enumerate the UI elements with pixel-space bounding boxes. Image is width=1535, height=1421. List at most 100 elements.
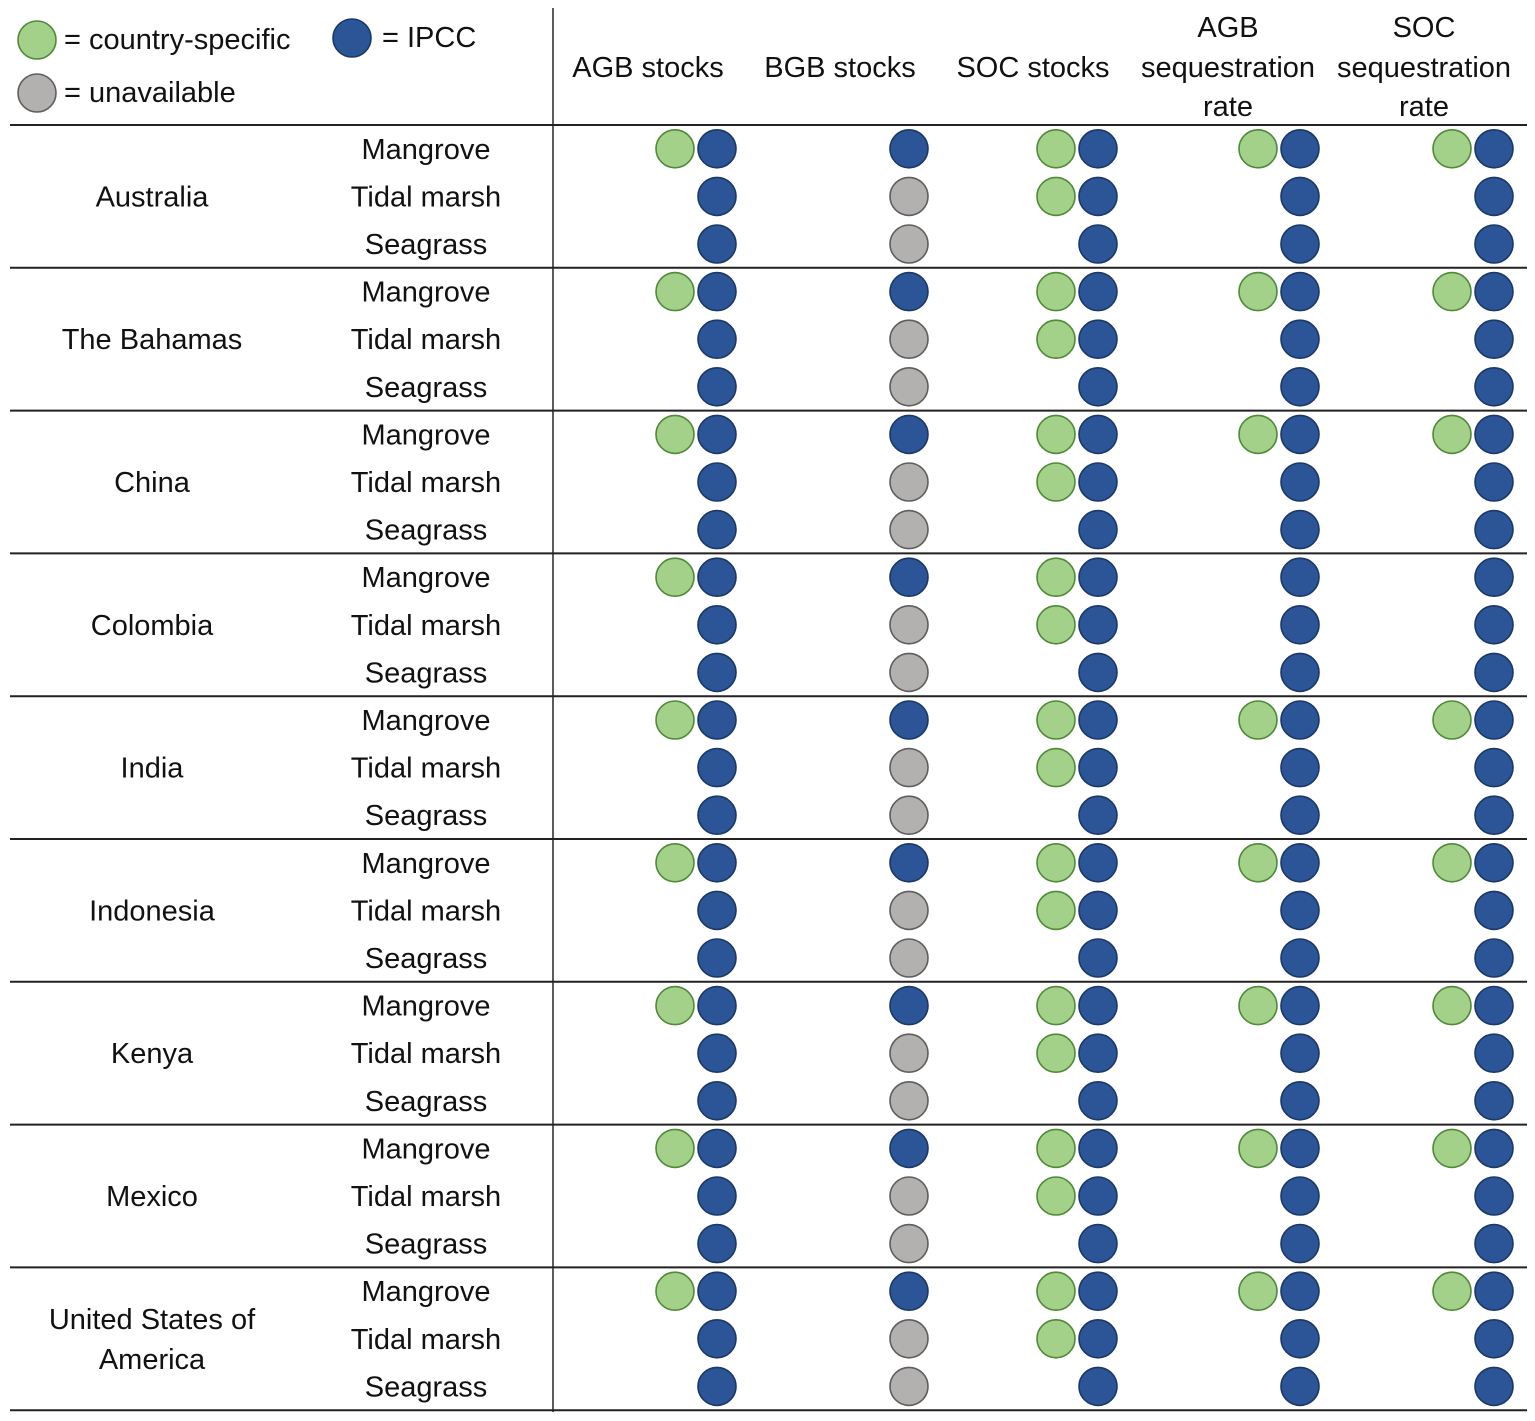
ecosystem-label: Tidal marsh: [351, 1181, 501, 1213]
ecosystem-label: Seagrass: [365, 515, 488, 547]
dot-country: [1036, 1033, 1076, 1073]
dot-country: [655, 842, 695, 883]
dot-ipcc: [1078, 795, 1118, 836]
dot-ipcc: [1078, 1223, 1118, 1264]
dot-ipcc: [889, 557, 929, 598]
dot-ipcc: [1474, 842, 1514, 883]
country-group: Indonesia Mangrove Tidal marsh Seagrass: [89, 842, 1514, 978]
legend-dot-country: [17, 20, 57, 60]
table-row: Mangrove: [362, 700, 1514, 740]
dot-unavailable: [889, 366, 929, 407]
dot-ipcc: [1280, 176, 1320, 217]
dot-ipcc: [697, 557, 737, 598]
dot-unavailable: [889, 224, 929, 264]
table-row: Mangrove: [362, 271, 1514, 312]
dot-ipcc: [1474, 604, 1514, 645]
country-label: Kenya: [111, 1038, 194, 1070]
dot-unavailable: [889, 747, 929, 788]
dot-ipcc: [889, 842, 929, 883]
ecosystem-label: Tidal marsh: [351, 1038, 501, 1070]
dot-unavailable: [889, 890, 929, 931]
dot-country: [1036, 1128, 1076, 1169]
dot-ipcc: [1078, 842, 1118, 883]
ecosystem-label: Seagrass: [365, 372, 488, 404]
dot-country: [655, 985, 695, 1026]
table-row: Tidal marsh: [351, 1319, 1514, 1359]
column-header-line: AGB stocks: [572, 52, 724, 84]
dot-ipcc: [697, 842, 737, 883]
dot-country: [655, 129, 695, 169]
column-header-line: SOC stocks: [956, 52, 1109, 84]
dot-ipcc: [1280, 366, 1320, 407]
dot-country: [1036, 176, 1076, 217]
dot-unavailable: [889, 1176, 929, 1216]
dot-ipcc: [697, 747, 737, 788]
dot-ipcc: [697, 1271, 737, 1311]
dot-ipcc: [697, 319, 737, 360]
dot-unavailable: [889, 652, 929, 693]
country-group: India Mangrove Tidal marsh Seagrass: [121, 700, 1514, 836]
table-row: Mangrove: [362, 1128, 1514, 1169]
dot-ipcc: [697, 224, 737, 264]
country-group: Australia Mangrove Tidal marsh Seagrass: [96, 129, 1514, 264]
dot-ipcc: [1474, 557, 1514, 598]
country-group: United States of America Mangrove Tidal mar…: [49, 1271, 1514, 1407]
dot-ipcc: [1078, 509, 1118, 550]
legend-item-country: = country-specific: [17, 20, 290, 60]
ecosystem-label: Mangrove: [362, 277, 491, 309]
ecosystem-label: Seagrass: [365, 943, 488, 975]
dot-country: [655, 1271, 695, 1311]
dot-ipcc: [1474, 1271, 1514, 1311]
ecosystem-label: Seagrass: [365, 1371, 488, 1403]
country-label: Mexico: [106, 1181, 198, 1213]
dot-unavailable: [889, 938, 929, 978]
ecosystem-label: Tidal marsh: [351, 895, 501, 927]
table-row: Seagrass: [365, 1223, 1514, 1264]
ecosystem-label: Seagrass: [365, 800, 488, 832]
ecosystem-label: Seagrass: [365, 1086, 488, 1118]
legend-item-unavailable: = unavailable: [17, 73, 236, 113]
ecosystem-label: Mangrove: [362, 562, 491, 594]
dot-ipcc: [697, 366, 737, 407]
dot-ipcc: [1280, 1271, 1320, 1311]
country-label: United States of: [49, 1304, 256, 1336]
dot-unavailable: [889, 319, 929, 360]
dot-ipcc: [889, 271, 929, 312]
country-label: America: [99, 1344, 206, 1376]
dot-ipcc: [1280, 1319, 1320, 1359]
grid-lines: [10, 8, 1527, 1412]
dot-ipcc: [1474, 795, 1514, 836]
dot-country: [1036, 1319, 1076, 1359]
table-row: Tidal marsh: [351, 890, 1514, 931]
dot-ipcc: [1280, 271, 1320, 312]
dot-country: [1036, 462, 1076, 502]
dot-ipcc: [1474, 176, 1514, 217]
dot-ipcc: [1474, 414, 1514, 455]
dot-ipcc: [697, 1176, 737, 1216]
dot-country: [1036, 842, 1076, 883]
ecosystem-label: Mangrove: [362, 1276, 491, 1308]
table-row: Seagrass: [365, 509, 1514, 550]
dot-ipcc: [1078, 1081, 1118, 1121]
dot-unavailable: [889, 462, 929, 502]
ecosystem-label: Seagrass: [365, 229, 488, 261]
ecosystem-label: Tidal marsh: [351, 753, 501, 785]
dot-ipcc: [697, 1128, 737, 1169]
dot-ipcc: [1280, 700, 1320, 740]
dot-unavailable: [889, 795, 929, 836]
dot-ipcc: [1280, 1081, 1320, 1121]
ecosystem-label: Seagrass: [365, 1229, 488, 1261]
dot-ipcc: [697, 938, 737, 978]
ecosystem-label: Tidal marsh: [351, 181, 501, 213]
table-row: Mangrove: [362, 129, 1514, 169]
dot-ipcc: [889, 129, 929, 169]
dot-ipcc: [1078, 129, 1118, 169]
dot-ipcc: [1474, 129, 1514, 169]
column-header-soc_seq: SOC sequestration rate: [1337, 12, 1511, 123]
table-row: Tidal marsh: [351, 1033, 1514, 1073]
dot-country: [655, 271, 695, 312]
ecosystem-label: Tidal marsh: [351, 1324, 501, 1356]
dot-ipcc: [1474, 224, 1514, 264]
ecosystem-label: Mangrove: [362, 705, 491, 737]
